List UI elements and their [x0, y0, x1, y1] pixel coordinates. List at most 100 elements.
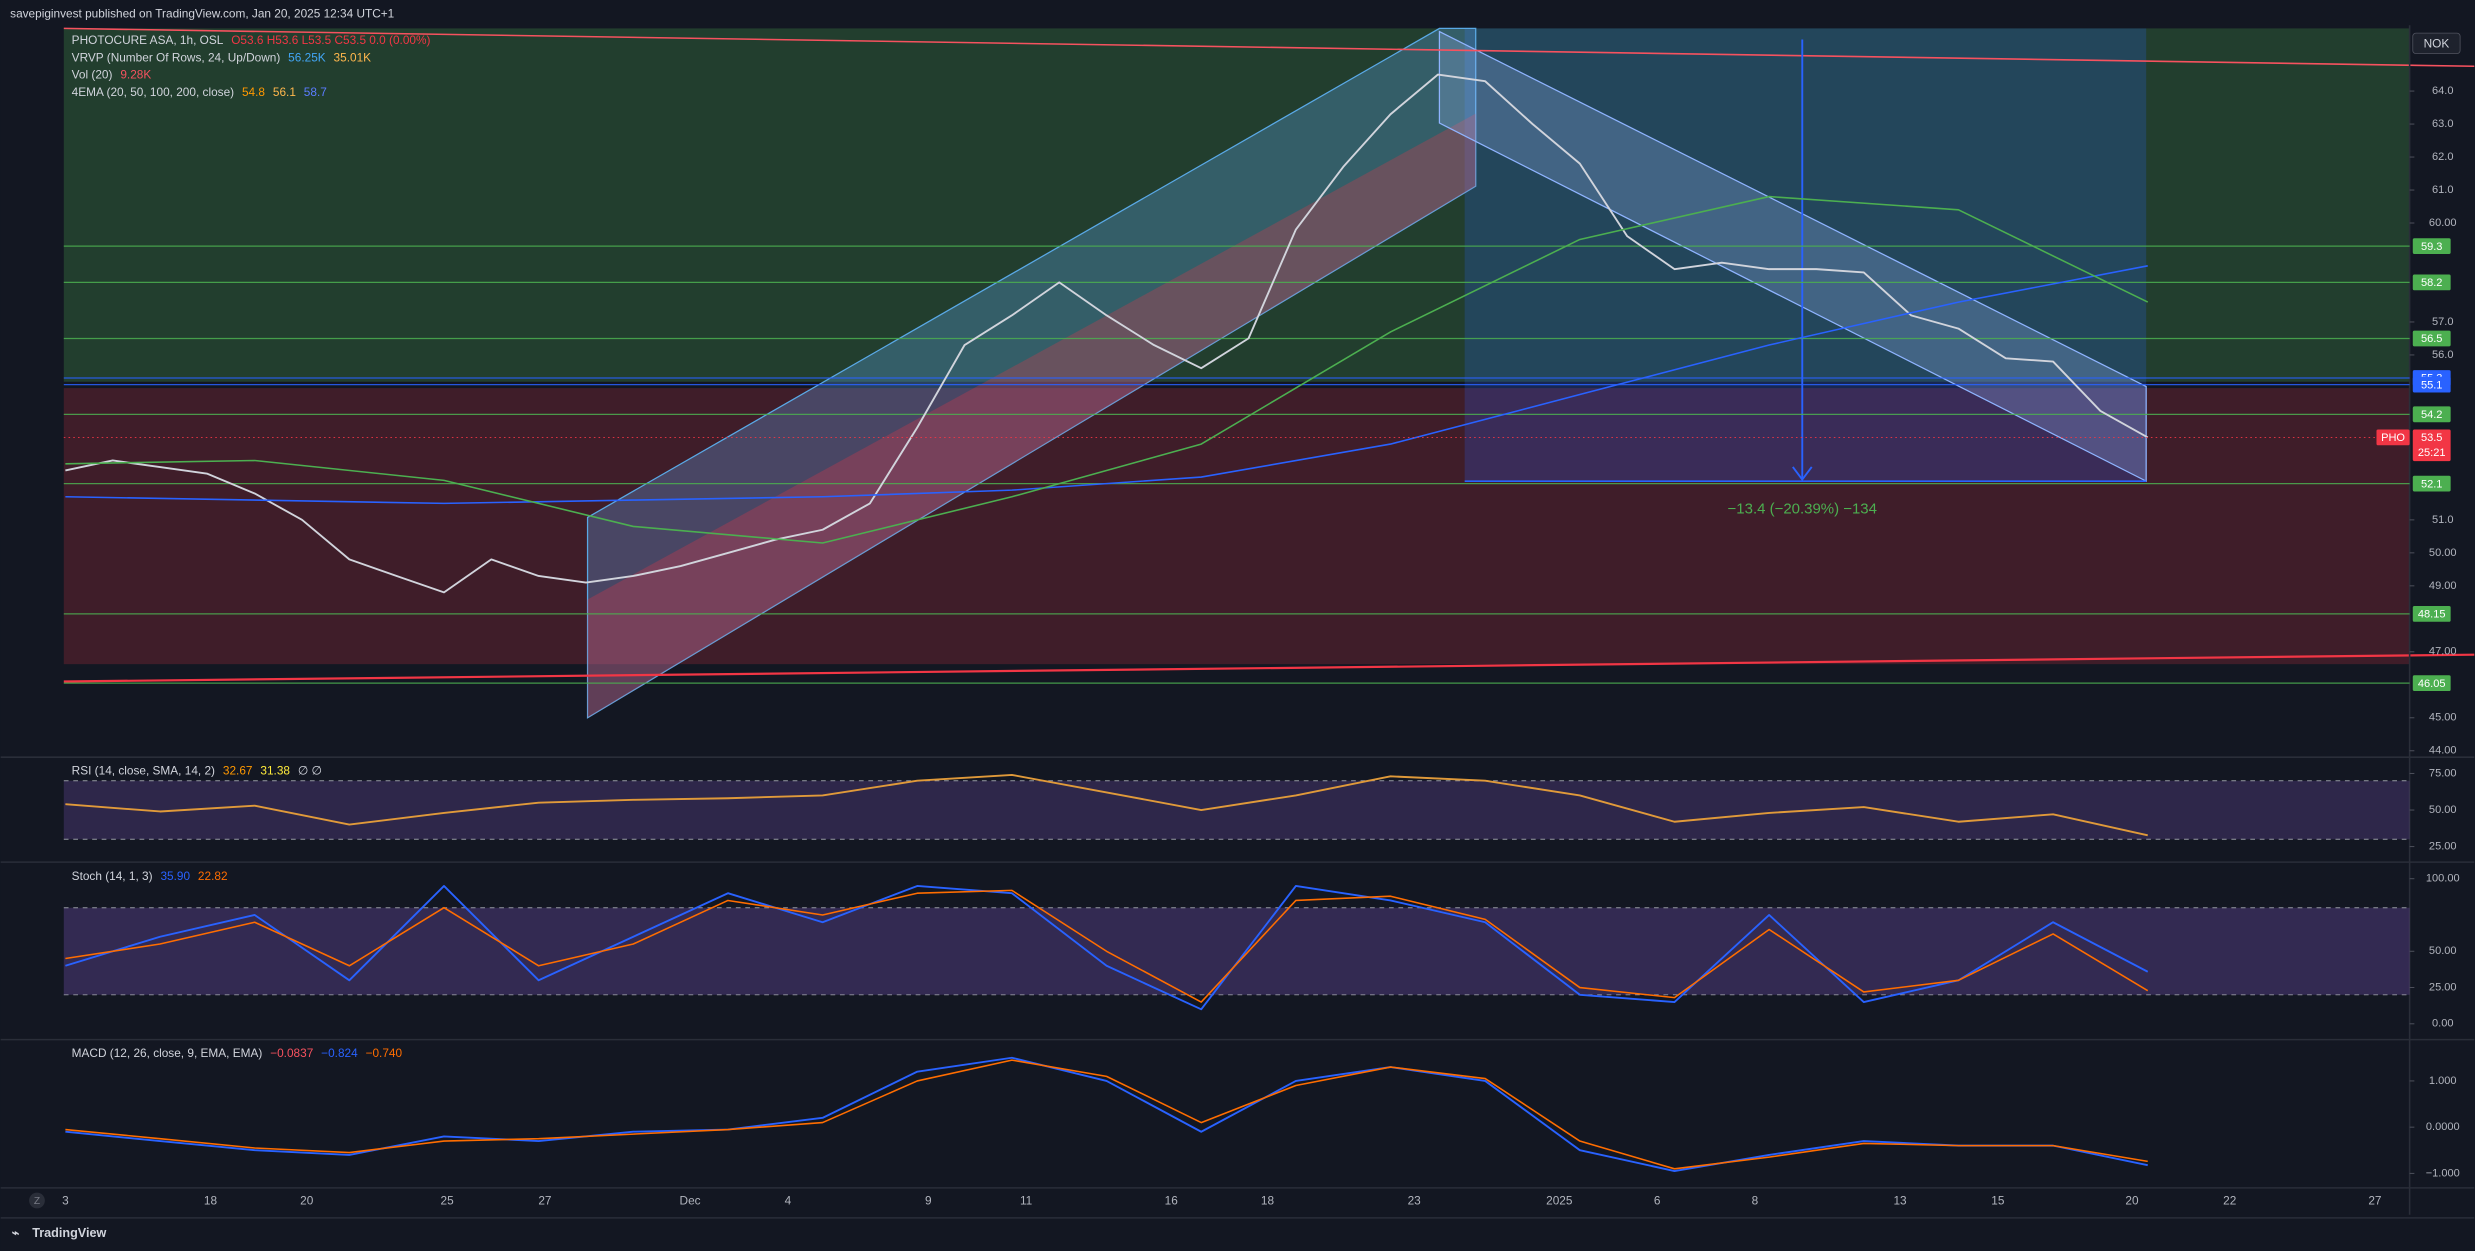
legend: Stoch (14, 1, 3) 35.90 22.82	[72, 869, 228, 883]
last-price-bg	[2412, 429, 2451, 462]
legend: MACD (12, 26, close, 9, EMA, EMA) −0.0837…	[72, 1046, 403, 1060]
legend-item: 35.90	[160, 869, 190, 883]
brand-logo: ⌁	[12, 1226, 20, 1240]
timezone-label[interactable]: Z	[34, 1196, 40, 1207]
series-line	[65, 889, 2149, 1003]
x-tick-label: 3	[62, 1193, 69, 1207]
level-label-bg	[2412, 274, 2451, 291]
x-tick-label: 4	[785, 1193, 792, 1207]
y-tick-label: 44.00	[2429, 745, 2457, 757]
up-channel	[586, 27, 1477, 719]
level-label-bg	[2412, 238, 2451, 254]
y-tick-label: 60.00	[2429, 217, 2457, 229]
y-tick-label: 75.00	[2429, 767, 2457, 779]
x-tick-label: 27	[538, 1193, 551, 1207]
legend-item: 4EMA (20, 50, 100, 200, close)	[72, 85, 234, 99]
y-tick-label: 51.0	[2432, 514, 2453, 526]
legend-item: Stoch (14, 1, 3)	[72, 869, 153, 883]
legend-item: 9.28K	[120, 68, 151, 82]
x-tick-label: 2025	[1546, 1193, 1573, 1207]
x-tick-label: 20	[2125, 1193, 2139, 1207]
symbol: PHO	[2381, 432, 2405, 444]
y-tick-label: 50.00	[2429, 945, 2457, 957]
y-tick-label: 25.00	[2429, 841, 2457, 853]
y-tick-label: 62.0	[2432, 151, 2453, 163]
y-tick-label: 50.00	[2429, 804, 2457, 816]
x-tick-label: 25	[441, 1193, 455, 1207]
up-channel-lower	[587, 113, 1476, 718]
level-label-bg	[2412, 675, 2451, 692]
y-tick-label: 61.0	[2432, 184, 2453, 196]
band	[63, 780, 2410, 840]
legend-item: 22.82	[198, 869, 228, 883]
legend-item: 54.8	[242, 85, 265, 99]
publisher: savepiginvest published on TradingView.c…	[10, 6, 394, 20]
currency-bg	[2412, 32, 2461, 55]
symbol-bg	[2376, 429, 2410, 446]
timezone-button[interactable]	[29, 1192, 45, 1209]
footer-bar	[0, 1217, 2475, 1251]
currency: NOK	[2424, 36, 2450, 50]
level-label: 59.3	[2421, 241, 2442, 253]
trend-line	[63, 653, 2475, 683]
level-label: 54.2	[2421, 409, 2442, 421]
y-tick-label: 47.00	[2429, 646, 2457, 658]
legend-item: MACD (12, 26, close, 9, EMA, EMA)	[72, 1046, 263, 1060]
x-tick-label: 27	[2368, 1193, 2381, 1207]
series-line	[65, 1059, 2148, 1170]
level-label-bg	[2412, 330, 2451, 347]
level-label: 46.05	[2418, 678, 2446, 690]
x-tick-label: 15	[1991, 1193, 2005, 1207]
series-line	[65, 1056, 2148, 1172]
y-tick-label: −1.000	[2426, 1167, 2460, 1179]
y-tick-label: 0.00	[2432, 1018, 2453, 1030]
series-line	[65, 773, 2148, 837]
x-tick-label: 18	[1261, 1193, 1275, 1207]
legend: 4EMA (20, 50, 100, 200, close) 54.8 56.1 58…	[72, 85, 327, 99]
band	[63, 907, 2410, 995]
last-price: 53.5	[2421, 432, 2442, 444]
series-line	[65, 73, 2149, 594]
level-label-bg	[2412, 406, 2451, 423]
x-tick-label: 22	[2223, 1193, 2236, 1207]
legend-item: −0.824	[321, 1046, 358, 1060]
legend-item: Vol (20)	[72, 68, 113, 82]
legend: PHOTOCURE ASA, 1h, OSL O53.6 H53.6 L53.5 …	[72, 33, 431, 47]
x-tick-label: 6	[1654, 1193, 1661, 1207]
series-line	[65, 195, 2149, 544]
legend-item: PHOTOCURE ASA, 1h, OSL	[72, 33, 224, 47]
level-label-bg	[2412, 605, 2451, 622]
level-label: 56.5	[2421, 333, 2442, 345]
legend-item: 56.1	[273, 85, 296, 99]
y-tick-label: 57.0	[2432, 316, 2453, 328]
plot-layer: 3 18 20 25 27 Dec 4 9 11 16 18 23 2025 6 8 13 15 20 22 2764…	[62, 32, 2461, 1207]
y-tick-label: 50.00	[2429, 547, 2457, 559]
annotation: −13.4 (−20.39%) −134	[1728, 501, 1877, 518]
x-tick-label: Dec	[680, 1193, 701, 1207]
level-label: 48.15	[2418, 609, 2446, 621]
x-tick-label: 13	[1893, 1193, 1907, 1207]
legend-item: 58.7	[304, 85, 327, 99]
legend-item: O53.6 H53.6 L53.5 C53.5 0.0 (0.00%)	[231, 33, 430, 47]
x-tick-label: 16	[1165, 1193, 1179, 1207]
level-label: 55.1	[2421, 379, 2442, 391]
legend-item: 56.25K	[288, 50, 326, 64]
legend-item: −0.0837	[270, 1046, 313, 1060]
x-tick-label: 9	[925, 1193, 932, 1207]
y-tick-label: 64.0	[2432, 85, 2453, 97]
y-tick-label: 45.00	[2429, 712, 2457, 724]
arrow-head	[1792, 466, 1813, 482]
legend-item: ∅ ∅	[298, 764, 322, 778]
level-label-bg	[2412, 376, 2451, 393]
trend-line	[63, 27, 2475, 68]
legend-item: 31.38	[260, 764, 290, 778]
legend-item: VRVP (Number Of Rows, 24, Up/Down)	[72, 50, 281, 64]
series-line	[65, 885, 2149, 1011]
countdown: 25:21	[2418, 447, 2446, 459]
x-tick-label: 20	[300, 1193, 314, 1207]
level-label: 58.2	[2421, 277, 2442, 289]
legend: Vol (20) 9.28K	[72, 68, 152, 82]
